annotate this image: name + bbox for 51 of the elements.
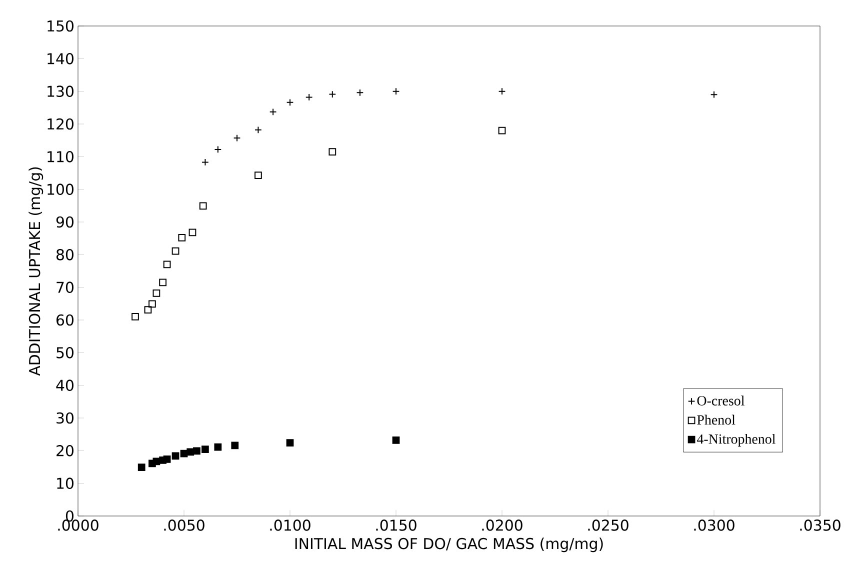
y-tick-label: 30 — [56, 412, 74, 424]
y-tick-label: 120 — [48, 118, 74, 130]
y-tick-label: 0 — [66, 510, 74, 522]
y-tick-label: 10 — [57, 478, 74, 489]
point — [286, 439, 294, 447]
point — [193, 447, 200, 455]
x-tick-label: .0200 — [482, 520, 522, 531]
legend-label: 4-Nitrophenol — [696, 434, 776, 447]
y-tick-label: 150 — [48, 20, 74, 32]
y-tick-label: 70 — [56, 282, 74, 293]
legend-label: Phenol — [697, 414, 736, 425]
point — [498, 126, 506, 134]
x-tick-label: .0250 — [588, 520, 628, 531]
y-tick-label: 60 — [56, 314, 74, 326]
x-tick-label: .0000 — [58, 520, 98, 531]
y-tick-label: 40 — [56, 380, 74, 391]
point — [231, 442, 239, 450]
point — [144, 306, 152, 314]
y-tick-label: 110 — [48, 151, 74, 162]
point — [392, 436, 400, 444]
x-axis-title: INITIAL MASS OF DO/ GAC MASS (mg/mg) — [295, 538, 603, 552]
point — [178, 234, 186, 242]
point — [328, 148, 336, 156]
point — [159, 278, 166, 286]
y-tick-label: 20 — [56, 445, 74, 456]
x-tick-label: .0100 — [270, 520, 310, 531]
legend-label: O-cresol — [697, 396, 744, 406]
y-axis-title: ADDITIONAL UPTAKE (mg/g) — [28, 167, 44, 376]
point — [199, 202, 207, 210]
point — [188, 228, 196, 236]
point — [172, 452, 180, 460]
y-tick-label: 80 — [56, 249, 74, 260]
y-tick-label: 100 — [48, 184, 74, 195]
x-tick-label: .0050 — [164, 520, 204, 531]
point — [254, 172, 262, 179]
point — [172, 247, 180, 255]
x-tick-label: .0300 — [694, 520, 734, 531]
y-tick-label: 50 — [56, 347, 74, 358]
x-tick-label: .0350 — [800, 520, 840, 531]
point — [163, 260, 171, 268]
y-tick-label: 140 — [48, 53, 74, 64]
point — [214, 443, 222, 451]
y-tick-label: 130 — [48, 86, 74, 97]
point — [163, 455, 171, 463]
x-tick-label: .0150 — [376, 520, 416, 531]
point — [148, 300, 156, 308]
point — [138, 464, 146, 472]
point — [202, 446, 209, 454]
y-tick-label: 90 — [56, 216, 74, 228]
point — [152, 290, 160, 297]
point — [132, 313, 139, 320]
